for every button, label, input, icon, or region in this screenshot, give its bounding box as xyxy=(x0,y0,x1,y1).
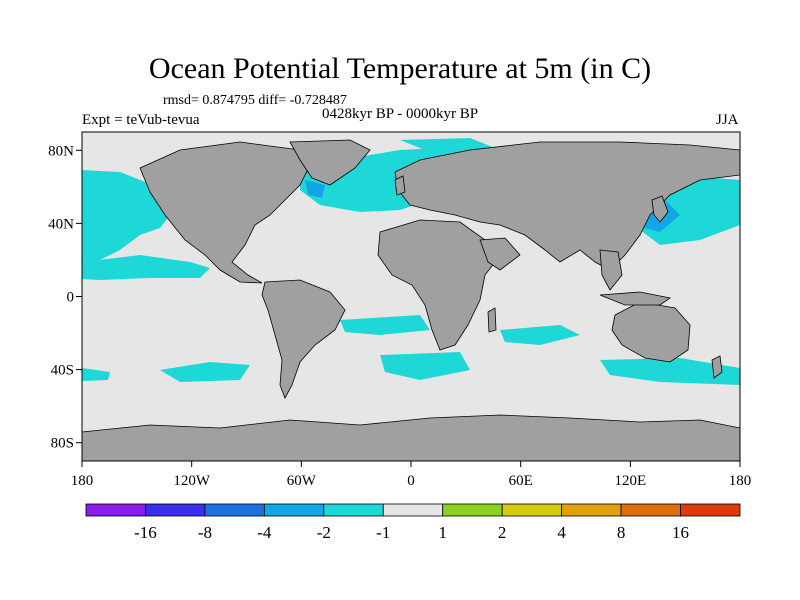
stats-line: rmsd= 0.874795 diff= -0.728487 xyxy=(163,93,347,108)
colorbar-label: -4 xyxy=(257,523,272,542)
y-tick-label: 40S xyxy=(51,363,74,379)
japan xyxy=(651,195,669,223)
period-label: 0428kyr BP - 0000kyr BP xyxy=(322,106,479,122)
map-title: Ocean Potential Temperature at 5m (in C) xyxy=(148,52,652,85)
x-tick-label: 60E xyxy=(509,473,533,489)
greenland-strong-anomaly xyxy=(305,180,325,198)
colorbar-label: -1 xyxy=(376,523,390,542)
colorbar-label: 4 xyxy=(557,523,566,542)
x-tick-label: 180 xyxy=(729,473,752,489)
southern-ocean-band xyxy=(380,352,470,380)
season-label: JJA xyxy=(716,112,739,128)
latitude-axis: 80N 40N 0 40S 80S xyxy=(48,143,82,452)
greenland xyxy=(289,139,371,186)
colorbar-label: 2 xyxy=(498,523,507,542)
colorbar-swatch xyxy=(263,503,325,517)
y-tick-label: 40N xyxy=(48,216,74,232)
south-indian-band xyxy=(500,325,580,345)
x-tick-label: 180 xyxy=(71,473,94,489)
colorbar-swatch xyxy=(442,503,503,517)
land-masses xyxy=(82,139,740,461)
colorbar-swatch xyxy=(85,503,146,517)
colorbar-swatch xyxy=(382,503,444,517)
colorbar xyxy=(85,503,741,517)
y-tick-label: 80S xyxy=(51,436,74,452)
colorbar-labels: -16 -8 -4 -2 -1 1 2 4 8 16 xyxy=(134,523,689,542)
north-pacific-anomaly xyxy=(82,170,170,262)
south-pacific-band xyxy=(160,362,250,382)
colorbar-swatch xyxy=(204,503,265,517)
colorbar-swatch xyxy=(620,503,681,517)
madagascar xyxy=(487,307,497,333)
indonesia xyxy=(599,291,671,306)
indochina xyxy=(599,249,623,291)
colorbar-label: -8 xyxy=(198,523,212,542)
uk xyxy=(394,175,406,196)
arabia xyxy=(479,237,521,271)
colorbar-swatch xyxy=(501,503,563,517)
y-tick-label: 80N xyxy=(48,143,74,159)
colorbar-swatch xyxy=(145,503,206,517)
south-atlantic-band xyxy=(340,315,430,335)
southern-ocean-band-east xyxy=(600,358,740,385)
africa xyxy=(377,219,496,351)
colorbar-label: 8 xyxy=(617,523,626,542)
colorbar-swatch xyxy=(561,503,622,517)
colorbar-label: 1 xyxy=(438,523,447,542)
southern-ocean-band-west xyxy=(82,368,110,381)
longitude-axis: 180 120W 60W 0 60E 120E 180 xyxy=(71,461,752,489)
experiment-label: Expt = teVub-tevua xyxy=(82,112,200,128)
colorbar-swatch xyxy=(323,503,384,517)
y-tick-label: 0 xyxy=(67,290,75,306)
x-tick-label: 120W xyxy=(173,473,211,489)
central-pacific-band xyxy=(82,255,210,280)
colorbar-swatch xyxy=(680,503,741,517)
antarctica xyxy=(82,414,740,461)
south-america xyxy=(261,279,346,399)
colorbar-label: -16 xyxy=(134,523,157,542)
colorbar-label: -2 xyxy=(317,523,331,542)
new-zealand xyxy=(711,355,723,379)
x-tick-label: 60W xyxy=(287,473,317,489)
colorbar-label: 16 xyxy=(672,523,689,542)
x-tick-label: 120E xyxy=(614,473,646,489)
x-tick-label: 0 xyxy=(407,473,415,489)
